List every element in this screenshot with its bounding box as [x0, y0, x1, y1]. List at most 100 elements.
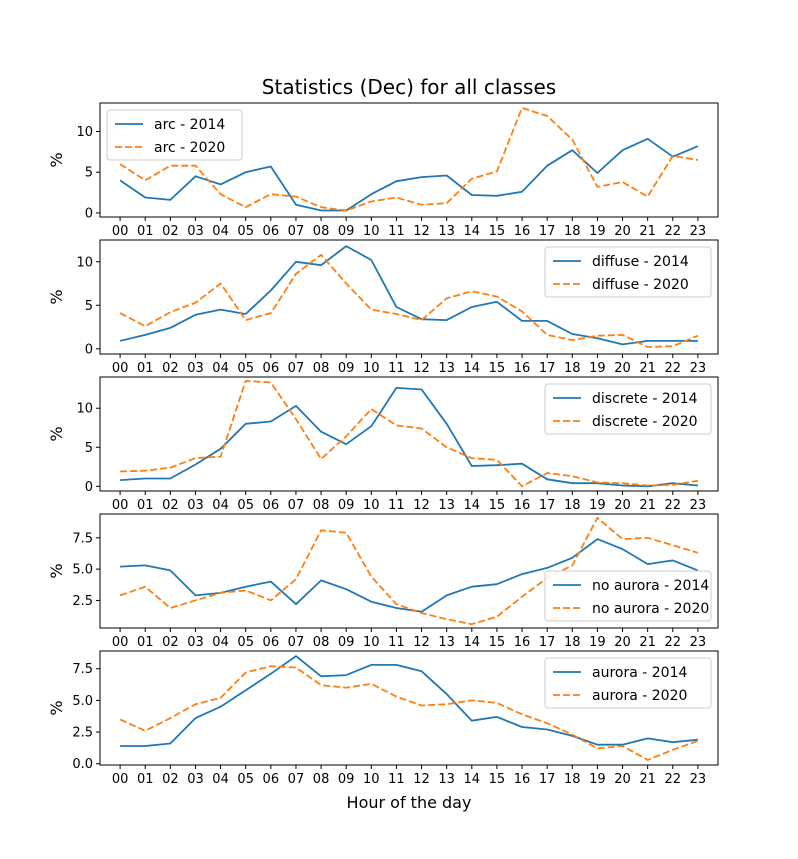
x-tick-label: 19: [589, 498, 606, 513]
x-tick-label: 18: [564, 635, 581, 650]
x-tick-label: 11: [388, 361, 405, 376]
x-tick-label: 08: [313, 224, 330, 239]
x-tick-label: 17: [539, 498, 556, 513]
x-tick-label: 09: [338, 361, 355, 376]
legend-box: [544, 383, 712, 435]
chart-title: Statistics (Dec) for all classes: [262, 75, 556, 99]
x-tick-label: 05: [237, 772, 254, 787]
x-tick-label: 06: [263, 361, 280, 376]
axes-frame: [99, 239, 719, 355]
x-tick-label: 07: [288, 224, 305, 239]
x-tick-label: 00: [112, 772, 129, 787]
legend-label: aurora - 2020: [592, 688, 687, 704]
x-tick-label: 15: [489, 361, 506, 376]
x-tick-label: 13: [438, 498, 455, 513]
y-tick-label: 10: [76, 125, 93, 140]
x-tick-label: 12: [413, 361, 430, 376]
y-tick-label: 5: [85, 299, 93, 314]
series-line-2020: [119, 516, 699, 626]
x-tick-label: 14: [464, 361, 481, 376]
x-tick-label: 21: [639, 772, 656, 787]
x-tick-label: 05: [237, 498, 254, 513]
subplot-3: 00 01 02 03 04 05 06 07 08 09 10 11 12 13 14 15 16 17 18 19…: [47, 376, 719, 513]
x-tick-label: 23: [690, 498, 707, 513]
x-tick-label: 10: [363, 224, 380, 239]
axes-frame: [99, 102, 719, 218]
y-axis-label: %: [47, 700, 66, 715]
series-line-2014: [120, 538, 699, 613]
x-tick-label: 02: [162, 361, 179, 376]
x-tick-label: 12: [413, 498, 430, 513]
y-tick-label: 0: [85, 206, 93, 221]
x-tick-label: 07: [288, 772, 305, 787]
x-tick-label: 18: [564, 772, 581, 787]
x-tick-label: 08: [313, 772, 330, 787]
x-tick-label: 06: [263, 498, 280, 513]
y-tick-label: 5.0: [72, 694, 93, 709]
x-tick-label: 17: [539, 635, 556, 650]
y-tick-label: 7.5: [72, 531, 93, 546]
x-tick-label: 04: [212, 361, 229, 376]
x-tick-label: 00: [112, 498, 129, 513]
series-line-2014: [119, 245, 698, 346]
x-tick-label: 04: [212, 498, 229, 513]
x-tick-label: 10: [363, 361, 380, 376]
x-tick-label: 12: [413, 772, 430, 787]
legend-box: [544, 657, 712, 709]
x-tick-label: 06: [263, 635, 280, 650]
x-tick-label: 02: [162, 224, 179, 239]
x-tick-label: 16: [514, 772, 531, 787]
x-tick-label: 14: [464, 635, 481, 650]
x-tick-label: 01: [137, 772, 154, 787]
x-tick-label: 21: [639, 498, 656, 513]
x-tick-label: 16: [514, 498, 531, 513]
axes-frame: [99, 513, 719, 629]
x-tick-label: 15: [489, 635, 506, 650]
x-tick-label: 12: [413, 635, 430, 650]
series-line-2014: [119, 137, 699, 212]
legend: no aurora - 2014 no aurora - 2020: [544, 570, 712, 622]
x-tick-label: 15: [489, 772, 506, 787]
x-tick-label: 08: [313, 635, 330, 650]
x-tick-label: 19: [589, 361, 606, 376]
legend-label: arc - 2014: [154, 117, 225, 133]
y-tick-label: 7.5: [72, 662, 93, 677]
x-tick-label: 07: [288, 498, 305, 513]
x-tick-label: 03: [187, 361, 204, 376]
x-tick-label: 01: [137, 224, 154, 239]
x-tick-label: 07: [288, 361, 305, 376]
y-tick-label: 10: [76, 255, 93, 270]
x-tick-label: 01: [137, 635, 154, 650]
x-tick-label: 17: [539, 361, 556, 376]
x-tick-label: 19: [589, 772, 606, 787]
x-tick-label: 02: [162, 498, 179, 513]
x-tick-label: 01: [137, 361, 154, 376]
y-tick-label: 0.0: [72, 757, 93, 772]
legend-label: no aurora - 2014: [592, 578, 709, 594]
x-tick-label: 20: [614, 498, 631, 513]
x-tick-label: 00: [112, 224, 129, 239]
x-tick-label: 23: [690, 361, 707, 376]
x-tick-label: 20: [614, 361, 631, 376]
x-tick-label: 15: [489, 498, 506, 513]
x-tick-label: 13: [438, 635, 455, 650]
x-tick-label: 09: [338, 635, 355, 650]
series-line-2020: [119, 107, 699, 212]
x-tick-label: 10: [363, 635, 380, 650]
series-line-2020: [119, 253, 699, 348]
x-tick-label: 02: [162, 772, 179, 787]
subplot-2: 00 01 02 03 04 05 06 07 08 09 10 11 12 13 14 15 16 17 18 19…: [47, 239, 719, 376]
x-tick-label: 19: [589, 224, 606, 239]
x-tick-label: 11: [388, 772, 405, 787]
x-tick-label: 18: [564, 224, 581, 239]
x-tick-label: 09: [338, 498, 355, 513]
y-tick-label: 5: [85, 441, 93, 456]
legend-label: arc - 2020: [154, 140, 225, 156]
x-tick-label: 23: [690, 772, 707, 787]
x-tick-label: 03: [187, 772, 204, 787]
x-tick-label: 00: [112, 635, 129, 650]
y-axis-label: %: [47, 289, 66, 304]
x-tick-label: 20: [614, 772, 631, 787]
x-tick-label: 03: [187, 635, 204, 650]
